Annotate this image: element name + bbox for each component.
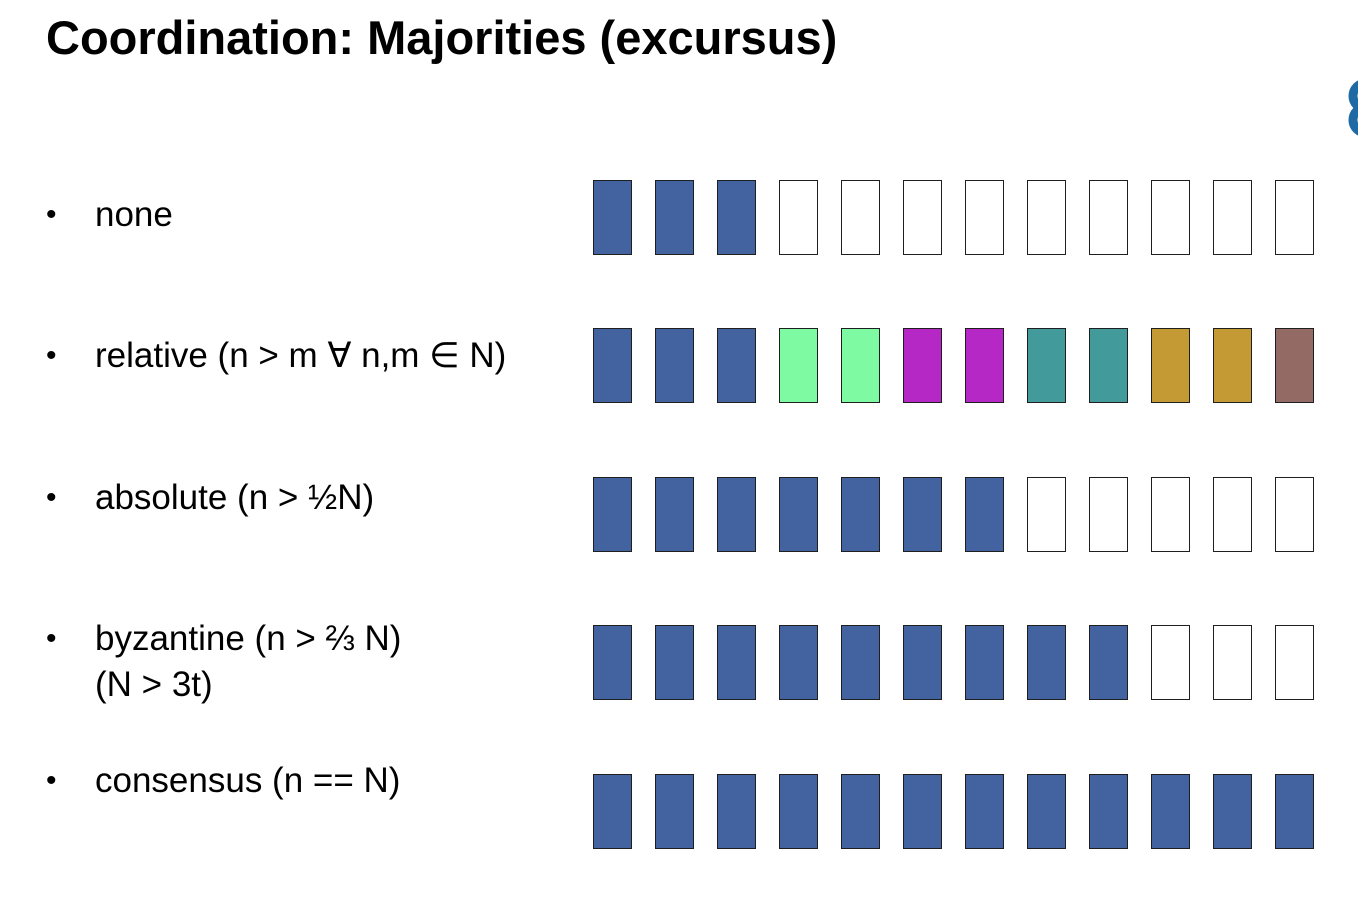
box-filled: [1027, 774, 1066, 849]
box-filled: [655, 477, 694, 552]
box-filled: [1213, 774, 1252, 849]
box-filled: [965, 774, 1004, 849]
box-filled: [593, 328, 632, 403]
box-filled: [655, 625, 694, 700]
box-row-none: [593, 180, 1314, 255]
bullet-icon: •: [46, 481, 57, 514]
box-filled: [841, 625, 880, 700]
box-filled: [1275, 774, 1314, 849]
box-filled: [779, 625, 818, 700]
box-filled: [779, 477, 818, 552]
bullet-label-line: none: [95, 195, 173, 234]
box-colored: [1275, 328, 1314, 403]
box-empty: [1213, 625, 1252, 700]
box-filled: [593, 625, 632, 700]
bullet-label: none: [95, 192, 173, 238]
box-filled: [717, 477, 756, 552]
box-filled: [655, 328, 694, 403]
box-filled: [1089, 625, 1128, 700]
bullet-icon: •: [46, 622, 57, 655]
box-filled: [779, 774, 818, 849]
box-empty: [1151, 180, 1190, 255]
box-empty: [1275, 180, 1314, 255]
box-colored: [965, 328, 1004, 403]
slide-title: Coordination: Majorities (excursus): [46, 11, 838, 64]
box-colored: [903, 328, 942, 403]
box-filled: [1027, 625, 1066, 700]
box-empty: [1151, 625, 1190, 700]
box-colored: [1151, 328, 1190, 403]
box-filled: [965, 625, 1004, 700]
bullet-label-line: relative (n > m ∀ n,m ∈ N): [95, 336, 507, 375]
bullet-label: consensus (n == N): [95, 758, 400, 804]
box-filled: [593, 180, 632, 255]
box-colored: [1027, 328, 1066, 403]
box-empty: [1275, 625, 1314, 700]
box-empty: [1151, 477, 1190, 552]
box-empty: [1275, 477, 1314, 552]
box-empty: [1089, 477, 1128, 552]
box-empty: [779, 180, 818, 255]
bullet-icon: •: [46, 339, 57, 372]
box-row-consensus: [593, 774, 1314, 849]
box-empty: [1089, 180, 1128, 255]
box-colored: [1213, 328, 1252, 403]
bullet-label: absolute (n > ½N): [95, 475, 374, 521]
box-row-byzantine: [593, 625, 1314, 700]
box-filled: [903, 774, 942, 849]
box-filled: [903, 625, 942, 700]
bullet-label-line: (N > 3t): [95, 665, 213, 704]
bullet-label-line: absolute (n > ½N): [95, 478, 375, 517]
box-empty: [841, 180, 880, 255]
box-filled: [655, 774, 694, 849]
box-filled: [1151, 774, 1190, 849]
box-row-relative: [593, 328, 1314, 403]
bullet-label-line: consensus (n == N): [95, 761, 401, 800]
box-filled: [841, 477, 880, 552]
box-row-absolute: [593, 477, 1314, 552]
bullet-label: byzantine (n > ⅔ N) (N > 3t): [95, 616, 401, 708]
box-empty: [1213, 477, 1252, 552]
box-filled: [717, 625, 756, 700]
box-filled: [903, 477, 942, 552]
box-colored: [841, 328, 880, 403]
box-colored: [779, 328, 818, 403]
box-filled: [717, 774, 756, 849]
box-empty: [1027, 180, 1066, 255]
box-filled: [1089, 774, 1128, 849]
bullet-label-line: byzantine (n > ⅔ N): [95, 619, 402, 658]
bullet-icon: •: [46, 198, 57, 231]
logo-fragment-icon: [1336, 72, 1358, 142]
box-empty: [1027, 477, 1066, 552]
box-colored: [1089, 328, 1128, 403]
box-empty: [1213, 180, 1252, 255]
box-filled: [593, 477, 632, 552]
bullet-label: relative (n > m ∀ n,m ∈ N): [95, 333, 506, 379]
box-empty: [903, 180, 942, 255]
box-filled: [717, 328, 756, 403]
box-filled: [841, 774, 880, 849]
box-filled: [717, 180, 756, 255]
box-filled: [965, 477, 1004, 552]
bullet-icon: •: [46, 764, 57, 797]
box-filled: [593, 774, 632, 849]
box-empty: [965, 180, 1004, 255]
box-filled: [655, 180, 694, 255]
